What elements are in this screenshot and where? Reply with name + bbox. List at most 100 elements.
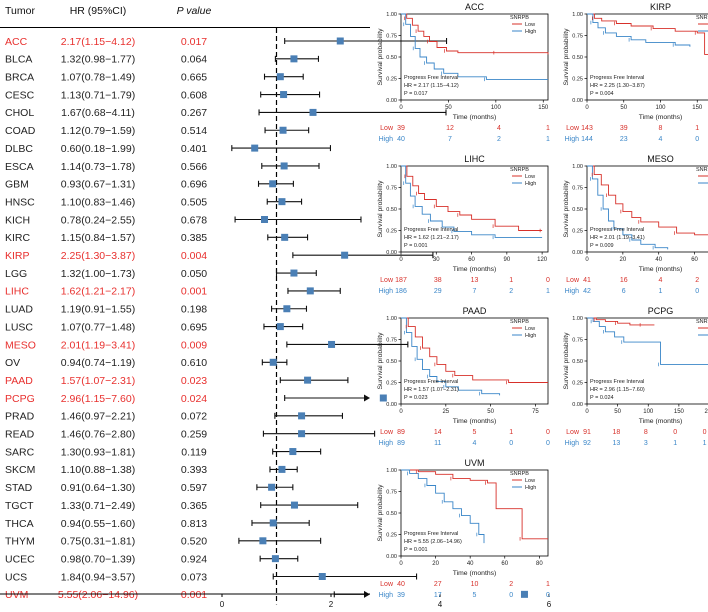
risk-high-count: 1: [703, 440, 707, 447]
hr-point: [269, 358, 277, 366]
x-tick-label: 20: [432, 561, 439, 567]
risk-low-count: 41: [583, 277, 591, 284]
p-value: 0.064: [181, 54, 207, 66]
tumor-label: GBM: [5, 179, 29, 191]
p-annotation: P = 0.004: [590, 91, 614, 97]
y-tick-label: 0.00: [572, 98, 583, 104]
y-tick-label: 0.25: [386, 381, 397, 387]
x-tick-label: 25: [442, 409, 449, 415]
forest-plot: Tumor HR (95%CI) P value ACC 2.17(1.15−4.12)…: [0, 5, 552, 609]
risk-high-count: 2: [509, 288, 513, 295]
x-tick-label: 60: [691, 257, 698, 263]
km-panel-uvm: UVM 0.00 0.25 0.50 0.75 1.00 Survival probabil…: [377, 458, 550, 599]
hr-point: [280, 162, 288, 170]
tumor-label: DLBC: [5, 143, 33, 155]
tumor-label: PCPG: [5, 393, 35, 405]
hr-point: [379, 394, 387, 402]
risk-label-low: Low: [380, 581, 394, 588]
risk-label-high: High: [379, 592, 394, 599]
curve-high: [587, 165, 669, 250]
p-value: 0.505: [181, 196, 207, 208]
x-tick-label: 0: [399, 105, 403, 111]
p-value: 0.259: [181, 429, 207, 441]
y-tick-label: 0.50: [386, 55, 397, 61]
risk-label-low: Low: [566, 429, 580, 436]
hr-point: [259, 537, 267, 545]
p-value: 0.023: [181, 375, 207, 387]
panel-title: PCPG: [648, 306, 674, 316]
x-tick-label: 100: [655, 105, 666, 111]
hr-point: [336, 37, 344, 45]
hr-text: 1.46(0.76−2.80): [61, 429, 135, 441]
risk-label-high: High: [379, 440, 394, 447]
hr-text: 2.17(1.15−4.12): [61, 36, 135, 48]
risk-high-count: 13: [613, 440, 621, 447]
risk-label-high: High: [565, 288, 580, 295]
curve-low: [401, 13, 549, 55]
interval-label: Progress Free Interval: [404, 531, 458, 537]
x-tick-label: 100: [491, 105, 502, 111]
legend-entry: High: [525, 29, 536, 35]
legend-title: SNRPB: [510, 319, 529, 325]
p-value: 0.924: [181, 553, 207, 565]
risk-high-count: 6: [622, 288, 626, 295]
y-axis-label: Survival probability: [563, 332, 570, 390]
y-tick-label: 1.00: [386, 12, 397, 18]
p-value: 0.696: [181, 179, 207, 191]
tumor-label: STAD: [5, 482, 33, 494]
tumor-label: HNSC: [5, 196, 35, 208]
hr-text: 0.75(0.31−1.81): [61, 536, 135, 548]
hr-text: 1.07(0.77−1.48): [61, 321, 135, 333]
risk-low-count: 1: [695, 125, 699, 132]
ci-arrow: [364, 394, 370, 402]
x-tick-label: 75: [532, 409, 539, 415]
x-tick-label: 0: [399, 561, 403, 567]
risk-low-count: 1: [509, 429, 513, 436]
hr-text: 1.46(0.97−2.21): [61, 411, 135, 423]
x-axis-label: Time (months): [453, 114, 497, 121]
p-value: 0.393: [181, 464, 207, 476]
hr-point: [269, 519, 277, 527]
interval-label: Progress Free Interval: [590, 75, 644, 81]
curve-high: [401, 13, 548, 80]
risk-high-count: 17: [434, 592, 442, 599]
tumor-label: COAD: [5, 125, 36, 137]
hr-text: 1.32(1.00−1.73): [61, 268, 135, 280]
risk-low-count: 2: [509, 581, 513, 588]
x-axis-label: Time (months): [639, 266, 683, 273]
hr-point: [290, 55, 298, 63]
p-annotation: P = 0.009: [590, 243, 614, 249]
hr-point: [304, 376, 312, 384]
curve-high: [401, 165, 543, 238]
risk-low-count: 10: [471, 581, 479, 588]
p-value: 0.514: [181, 125, 207, 137]
risk-low-count: 13: [471, 277, 479, 284]
x-tick-label: 40: [467, 561, 474, 567]
hr-point: [328, 340, 336, 348]
hr-text: 2.25(1.30−3.87): [61, 250, 135, 262]
p-value: 0.401: [181, 143, 207, 155]
hr-text: 0.93(0.67−1.31): [61, 179, 135, 191]
risk-low-count: 38: [434, 277, 442, 284]
hr-text: 0.98(0.70−1.39): [61, 553, 135, 565]
tumor-label: PRAD: [5, 411, 35, 423]
panel-title: KIRP: [650, 2, 671, 12]
risk-label-high: High: [565, 440, 580, 447]
x-tick-label: 150: [692, 105, 703, 111]
p-value: 0.566: [181, 161, 207, 173]
p-annotation: P = 0.024: [590, 395, 614, 401]
p-value: 0.001: [181, 589, 207, 601]
tumor-label: SKCM: [5, 464, 35, 476]
interval-label: Progress Free Interval: [590, 379, 644, 385]
risk-high-count: 1: [673, 440, 677, 447]
x-tick-label: 100: [643, 409, 654, 415]
risk-label-low: Low: [566, 277, 580, 284]
hr-point: [276, 73, 284, 81]
y-tick-label: 0.50: [386, 207, 397, 213]
legend-entry: High: [525, 485, 536, 491]
hr-text: 1.07(0.78−1.49): [61, 72, 135, 84]
x-tick-label: 50: [445, 105, 452, 111]
x-tick-label: 50: [614, 409, 621, 415]
risk-high-count: 0: [546, 440, 550, 447]
